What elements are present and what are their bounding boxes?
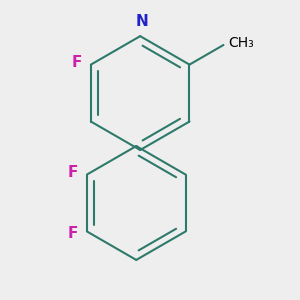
Text: F: F: [68, 226, 78, 241]
Text: F: F: [72, 55, 82, 70]
Text: CH₃: CH₃: [228, 36, 254, 50]
Text: N: N: [136, 14, 148, 29]
Text: F: F: [68, 165, 78, 180]
